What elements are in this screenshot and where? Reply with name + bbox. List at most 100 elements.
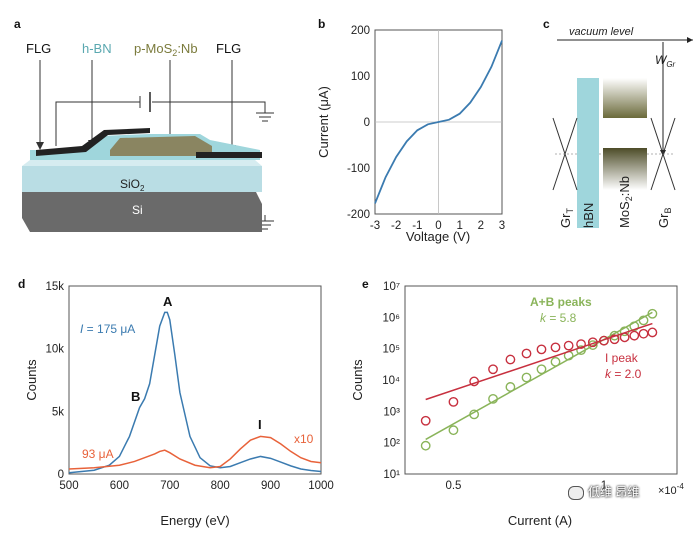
spectrum-xtick-label: 1000 — [308, 480, 334, 492]
hbn-band — [577, 78, 599, 228]
scaling-data-point — [469, 409, 480, 420]
ab-k-label: k = 5.8 — [540, 311, 577, 325]
scaling-plot-frame — [404, 285, 678, 475]
spectrum-ytick-label: 5k — [52, 406, 64, 418]
spectrum-plot-frame — [68, 285, 322, 475]
scaling-data-point — [576, 339, 586, 349]
peak-a-label: A — [163, 294, 173, 309]
scaling-data-point — [638, 315, 649, 326]
scaling-ytick-label: 10⁷ — [383, 281, 400, 293]
iv-xtick-label: 1 — [456, 220, 462, 232]
scaling-data-point — [521, 372, 532, 383]
scale-x10-label: x10 — [294, 432, 314, 446]
peak-b-label: B — [131, 389, 140, 404]
spectrum-xtick-label: 800 — [211, 480, 230, 492]
spectrum-ytick-label: 0 — [58, 469, 64, 481]
scaling-xtick-label: 1 — [601, 480, 607, 492]
hbn-band-label: hBN — [581, 203, 596, 228]
scaling-xlabel: Current (A) — [508, 513, 572, 528]
device-schematic: a FLG h-BN p-MoS2:Nb FLG — [14, 17, 274, 232]
label-flg-left: FLG — [26, 41, 51, 56]
scaling-data-point — [647, 308, 658, 319]
scaling-data-point — [448, 397, 459, 407]
si-layer — [22, 190, 262, 232]
label-mos2: p-MoS2:Nb — [134, 41, 198, 58]
scaling-data-point — [647, 327, 658, 338]
scaling-fit-line — [425, 322, 653, 401]
scaling-data-point — [420, 440, 431, 451]
label-sio2: SiO2 — [120, 177, 145, 193]
watermark-text: 低维 昂维 — [588, 485, 640, 499]
spectrum-ytick-label: 15k — [45, 281, 64, 293]
iv-xtick-label: 3 — [499, 220, 505, 232]
grt-label: GrT — [558, 208, 575, 228]
panel-a-label: a — [14, 17, 21, 31]
scaling-data-point — [550, 356, 561, 367]
panel-b: b Voltage (V) Current (μA) -3 -2 -1 0 1 2 3 -20… — [300, 0, 525, 245]
iv-xtick-label: -2 — [391, 220, 401, 232]
scaling-data-point — [609, 330, 620, 341]
scaling-xtick-label: 0.5 — [445, 480, 461, 492]
iv-ytick-label: 100 — [351, 71, 370, 83]
scaling-ytick-label: 10² — [383, 438, 400, 450]
watermark: 低维 昂维 — [568, 483, 639, 500]
mos2-flake — [110, 136, 212, 156]
scaling-data-point — [420, 415, 431, 426]
label-flg-right: FLG — [216, 41, 241, 56]
label-si: Si — [132, 203, 143, 217]
scaling-ytick-label: 10⁶ — [382, 312, 400, 324]
scaling-data-point — [469, 376, 480, 387]
panel-e-label: e — [362, 277, 369, 291]
scaling-data-point — [505, 382, 516, 392]
iv-ylabel: Current (μA) — [316, 86, 331, 158]
ab-peaks-label: A+B peaks — [530, 295, 592, 309]
iv-xtick-label: -1 — [412, 220, 422, 232]
label-hbn: h-BN — [82, 41, 112, 56]
spectrum-xtick-label: 900 — [261, 480, 280, 492]
spectrum-xlabel: Energy (eV) — [160, 513, 229, 528]
spectrum-series-line — [68, 311, 322, 474]
scaling-data-point — [576, 345, 586, 356]
iv-ytick-label: 0 — [364, 117, 370, 129]
panel-c: c vacuum level WGr GrT hBN MoS2:Nb GrB — [525, 0, 698, 245]
top-graphene — [36, 128, 150, 156]
watermark-icon — [568, 485, 584, 500]
panel-e: e Current (A) Counts A+B peaks k = 5.8 I… — [340, 270, 698, 529]
spectrum-series-line — [68, 435, 322, 470]
x-exponent-label: ×10-4 — [658, 482, 684, 497]
iv-ytick-label: -100 — [347, 163, 370, 175]
i-peak-label: I peak — [605, 351, 639, 365]
spectrum-xtick-label: 600 — [110, 480, 129, 492]
scaling-data-point — [629, 330, 640, 341]
iv-xlabel: Voltage (V) — [406, 229, 470, 244]
panel-a: a FLG h-BN p-MoS2:Nb FLG — [0, 0, 300, 235]
scaling-data-point — [448, 425, 459, 436]
vacuum-level-label: vacuum level — [569, 26, 634, 38]
iv-ytick-label: 200 — [351, 25, 370, 37]
spectrum-chart: d Energy (eV) Counts A B I I = 175 μA 93… — [18, 277, 334, 528]
iv-xtick-label: -3 — [370, 220, 380, 232]
panel-d: d Energy (eV) Counts A B I I = 175 μA 93… — [0, 270, 340, 529]
panel-d-label: d — [18, 277, 25, 291]
wgr-label: WGr — [655, 53, 676, 69]
graphene-cones — [552, 117, 676, 191]
circuit-wires — [39, 60, 274, 230]
spectrum-xtick-label: 700 — [160, 480, 179, 492]
scaling-data-point — [488, 364, 498, 375]
bottom-graphene — [196, 152, 262, 158]
iv-series-line — [374, 40, 503, 204]
panel-c-label: c — [543, 17, 550, 31]
sio2-top — [22, 160, 262, 166]
scaling-fit-line — [425, 311, 653, 441]
scaling-data-point — [587, 337, 598, 348]
peak-i-label: I — [258, 417, 262, 432]
scaling-data-point — [536, 344, 547, 355]
scaling-ylabel: Counts — [350, 359, 365, 401]
scaling-data-point — [521, 348, 532, 359]
scaling-data-point — [563, 340, 574, 351]
scaling-ytick-label: 10¹ — [383, 469, 400, 481]
spectrum-xtick-label: 500 — [59, 480, 78, 492]
iv-xtick-label: 2 — [478, 220, 484, 232]
i-k-label: k = 2.0 — [605, 367, 642, 381]
band-diagram: c vacuum level WGr GrT hBN MoS2:Nb GrB — [543, 17, 693, 228]
